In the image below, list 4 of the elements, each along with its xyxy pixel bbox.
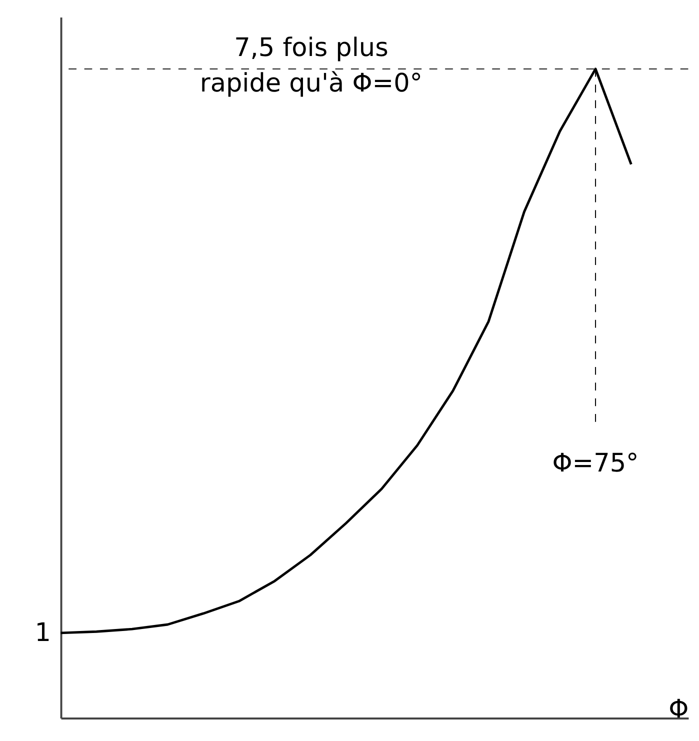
annotation: Φ=75° (552, 448, 639, 479)
annotation: 1 (34, 618, 51, 648)
annotation: 7,5 fois plus rapide qu'à Φ=0° (200, 33, 423, 98)
x-axis-title: Φ (668, 694, 689, 724)
